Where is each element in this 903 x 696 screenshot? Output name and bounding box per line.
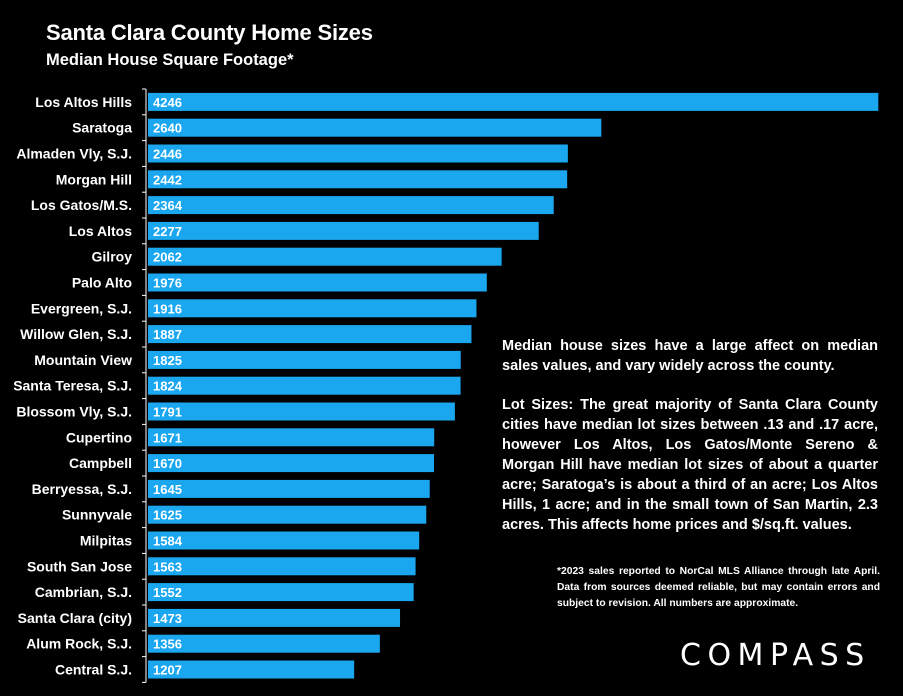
- bar: [148, 170, 568, 189]
- bar: [148, 479, 430, 498]
- data-label: 1645: [153, 482, 182, 497]
- footnote: *2023 sales reported to NorCal MLS Allia…: [557, 566, 880, 609]
- bar: [148, 608, 401, 627]
- category-label: Gilroy: [92, 249, 133, 265]
- category-label: Santa Clara (city): [18, 610, 132, 626]
- bar: [148, 505, 427, 524]
- bar: [148, 247, 502, 266]
- category-label: Almaden Vly, S.J.: [16, 146, 132, 162]
- bar: [148, 557, 416, 576]
- data-label: 1916: [153, 301, 182, 316]
- data-label: 1670: [153, 456, 182, 471]
- category-label: Alum Rock, S.J.: [26, 636, 132, 652]
- bar: [148, 118, 602, 137]
- data-label: 1625: [153, 508, 182, 523]
- commentary: Median house sizes have a large affect o…: [502, 336, 878, 554]
- data-label: 1356: [153, 637, 182, 652]
- commentary-paragraph-1: Median house sizes have a large affect o…: [502, 338, 878, 374]
- category-label: Santa Teresa, S.J.: [13, 378, 132, 394]
- bar: [148, 660, 355, 679]
- category-label: Los Gatos/M.S.: [31, 197, 132, 213]
- bar: [148, 273, 487, 292]
- bar: [148, 376, 461, 395]
- category-label: Evergreen, S.J.: [31, 300, 132, 316]
- category-label: Cambrian, S.J.: [35, 584, 132, 600]
- category-label: Central S.J.: [55, 662, 132, 678]
- data-label: 1473: [153, 611, 182, 626]
- category-label: Sunnyvale: [62, 507, 132, 523]
- data-label: 1825: [153, 353, 182, 368]
- data-label: 2442: [153, 172, 182, 187]
- category-label: Blossom Vly, S.J.: [16, 404, 132, 420]
- data-label: 1976: [153, 276, 182, 291]
- bar: [148, 196, 554, 215]
- category-label: Mountain View: [34, 352, 132, 368]
- category-label: Milpitas: [80, 533, 132, 549]
- bar: [148, 531, 420, 550]
- chart-subtitle: Median House Square Footage*: [46, 51, 294, 69]
- category-label: Campbell: [69, 455, 132, 471]
- data-label: 2640: [153, 121, 182, 136]
- data-label: 1584: [153, 534, 183, 549]
- bar: [148, 428, 435, 447]
- category-label: Cupertino: [66, 429, 132, 445]
- data-label: 2062: [153, 250, 182, 265]
- data-label: 1824: [153, 379, 183, 394]
- data-label: 2364: [153, 198, 183, 213]
- category-label: Berryessa, S.J.: [32, 481, 132, 497]
- bar: [148, 325, 472, 344]
- category-label: Los Altos Hills: [35, 94, 132, 110]
- category-label: Saratoga: [72, 120, 132, 136]
- bar: [148, 454, 435, 473]
- data-label: 1671: [153, 430, 182, 445]
- category-label: Los Altos: [69, 223, 132, 239]
- data-label: 1791: [153, 405, 182, 420]
- compass-logo: COMPASS: [680, 638, 871, 673]
- category-label: South San Jose: [27, 558, 132, 574]
- chart-title: Santa Clara County Home Sizes: [46, 20, 373, 45]
- data-label: 2446: [153, 147, 182, 162]
- category-label: Morgan Hill: [56, 171, 132, 187]
- data-label: 1887: [153, 327, 182, 342]
- bar: [148, 583, 414, 602]
- bar: [148, 350, 461, 369]
- data-label: 2277: [153, 224, 182, 239]
- bar: [148, 299, 477, 318]
- bar: [148, 402, 455, 421]
- data-label: 1552: [153, 585, 182, 600]
- bar: [148, 144, 568, 163]
- bar: [148, 221, 539, 240]
- data-label: 1207: [153, 663, 182, 678]
- bar: [148, 92, 879, 111]
- commentary-paragraph-2: Lot Sizes: The great majority of Santa C…: [502, 397, 878, 533]
- category-label: Palo Alto: [72, 275, 132, 291]
- category-label: Willow Glen, S.J.: [20, 326, 132, 342]
- data-label: 1563: [153, 559, 182, 574]
- bar: [148, 634, 380, 653]
- data-label: 4246: [153, 95, 182, 110]
